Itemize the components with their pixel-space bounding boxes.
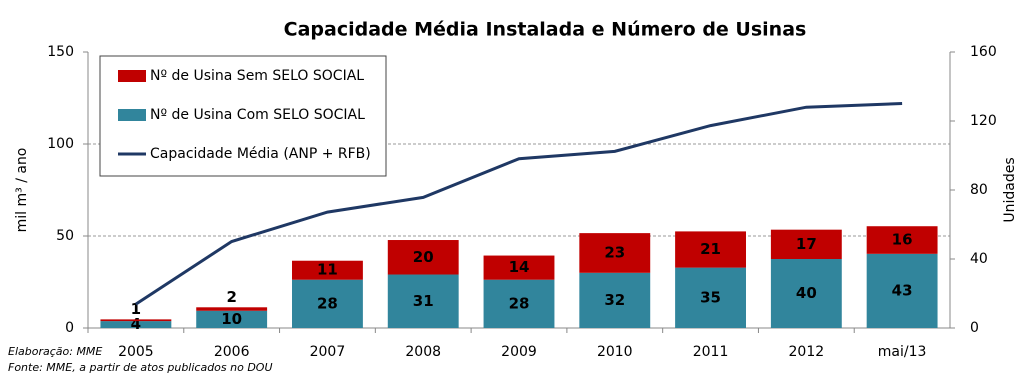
bar xyxy=(100,319,172,322)
y2-tick-label: 160 xyxy=(970,44,997,60)
annotation: Fonte: MME, a partir de atos publicados … xyxy=(8,361,273,374)
data-label: 2 xyxy=(226,288,236,306)
line-series xyxy=(135,102,903,306)
y-axis-label: mil m³ / ano xyxy=(14,148,30,233)
legend-label: Nº de Usina Sem SELO SOCIAL xyxy=(150,68,364,84)
bar xyxy=(675,267,746,328)
y2-axis-label: Unidades xyxy=(1002,157,1018,222)
y2-tick-label: 120 xyxy=(970,113,997,129)
legend-swatch xyxy=(118,70,146,82)
x-tick-label: 2009 xyxy=(501,344,537,360)
bar xyxy=(770,259,842,328)
legend-box xyxy=(99,55,387,177)
bar xyxy=(483,279,555,328)
x-tick-label: 2008 xyxy=(405,344,441,360)
bar xyxy=(770,229,842,259)
x-tick-label: 2007 xyxy=(310,344,346,360)
data-label: 10 xyxy=(221,310,242,328)
x-tick-label: 2011 xyxy=(693,344,729,360)
bar xyxy=(579,272,651,328)
annotation: Elaboração: MME xyxy=(8,345,102,358)
x-tick-label: 2010 xyxy=(597,344,633,360)
data-label: 16 xyxy=(892,231,913,249)
data-label: 28 xyxy=(509,294,530,312)
data-label: 32 xyxy=(604,291,625,309)
data-label: 40 xyxy=(796,284,817,302)
bar xyxy=(866,226,938,254)
x-tick-label: 2012 xyxy=(789,344,825,360)
bar xyxy=(387,240,459,275)
bar xyxy=(866,253,938,328)
bar xyxy=(292,279,363,328)
data-label: 4 xyxy=(131,315,141,333)
y-tick-label: 150 xyxy=(47,44,74,60)
bar xyxy=(387,274,459,328)
data-label: 21 xyxy=(700,240,721,258)
y2-tick-label: 80 xyxy=(970,182,988,198)
bar xyxy=(675,231,746,268)
data-label: 28 xyxy=(317,294,338,312)
data-label: 31 xyxy=(413,292,434,310)
data-label: 17 xyxy=(796,235,817,253)
bar xyxy=(292,260,363,280)
y-tick-label: 100 xyxy=(47,136,74,152)
chart-title: Capacidade Média Instalada e Número de U… xyxy=(284,19,807,41)
legend-label: Capacidade Média (ANP + RFB) xyxy=(150,146,371,162)
x-tick-label: 2006 xyxy=(214,344,250,360)
data-label: 23 xyxy=(604,243,625,261)
data-label: 20 xyxy=(413,248,434,266)
y2-tick-label: 0 xyxy=(970,320,979,336)
data-label: 11 xyxy=(317,261,338,279)
y-tick-label: 0 xyxy=(65,320,74,336)
bar xyxy=(579,233,651,273)
data-label: 35 xyxy=(700,288,721,306)
legend-label: Nº de Usina Com SELO SOCIAL xyxy=(150,107,365,123)
legend-swatch xyxy=(118,109,146,121)
bar xyxy=(100,321,172,328)
y-tick-label: 50 xyxy=(56,228,74,244)
y2-tick-label: 40 xyxy=(970,251,988,267)
bar xyxy=(196,310,268,328)
x-tick-label: mai/13 xyxy=(878,344,927,360)
data-label: 14 xyxy=(509,258,530,276)
data-label: 43 xyxy=(892,281,913,299)
bar xyxy=(483,255,555,280)
data-label: 1 xyxy=(131,300,141,318)
x-tick-label: 2005 xyxy=(118,344,154,360)
bar xyxy=(196,307,268,311)
